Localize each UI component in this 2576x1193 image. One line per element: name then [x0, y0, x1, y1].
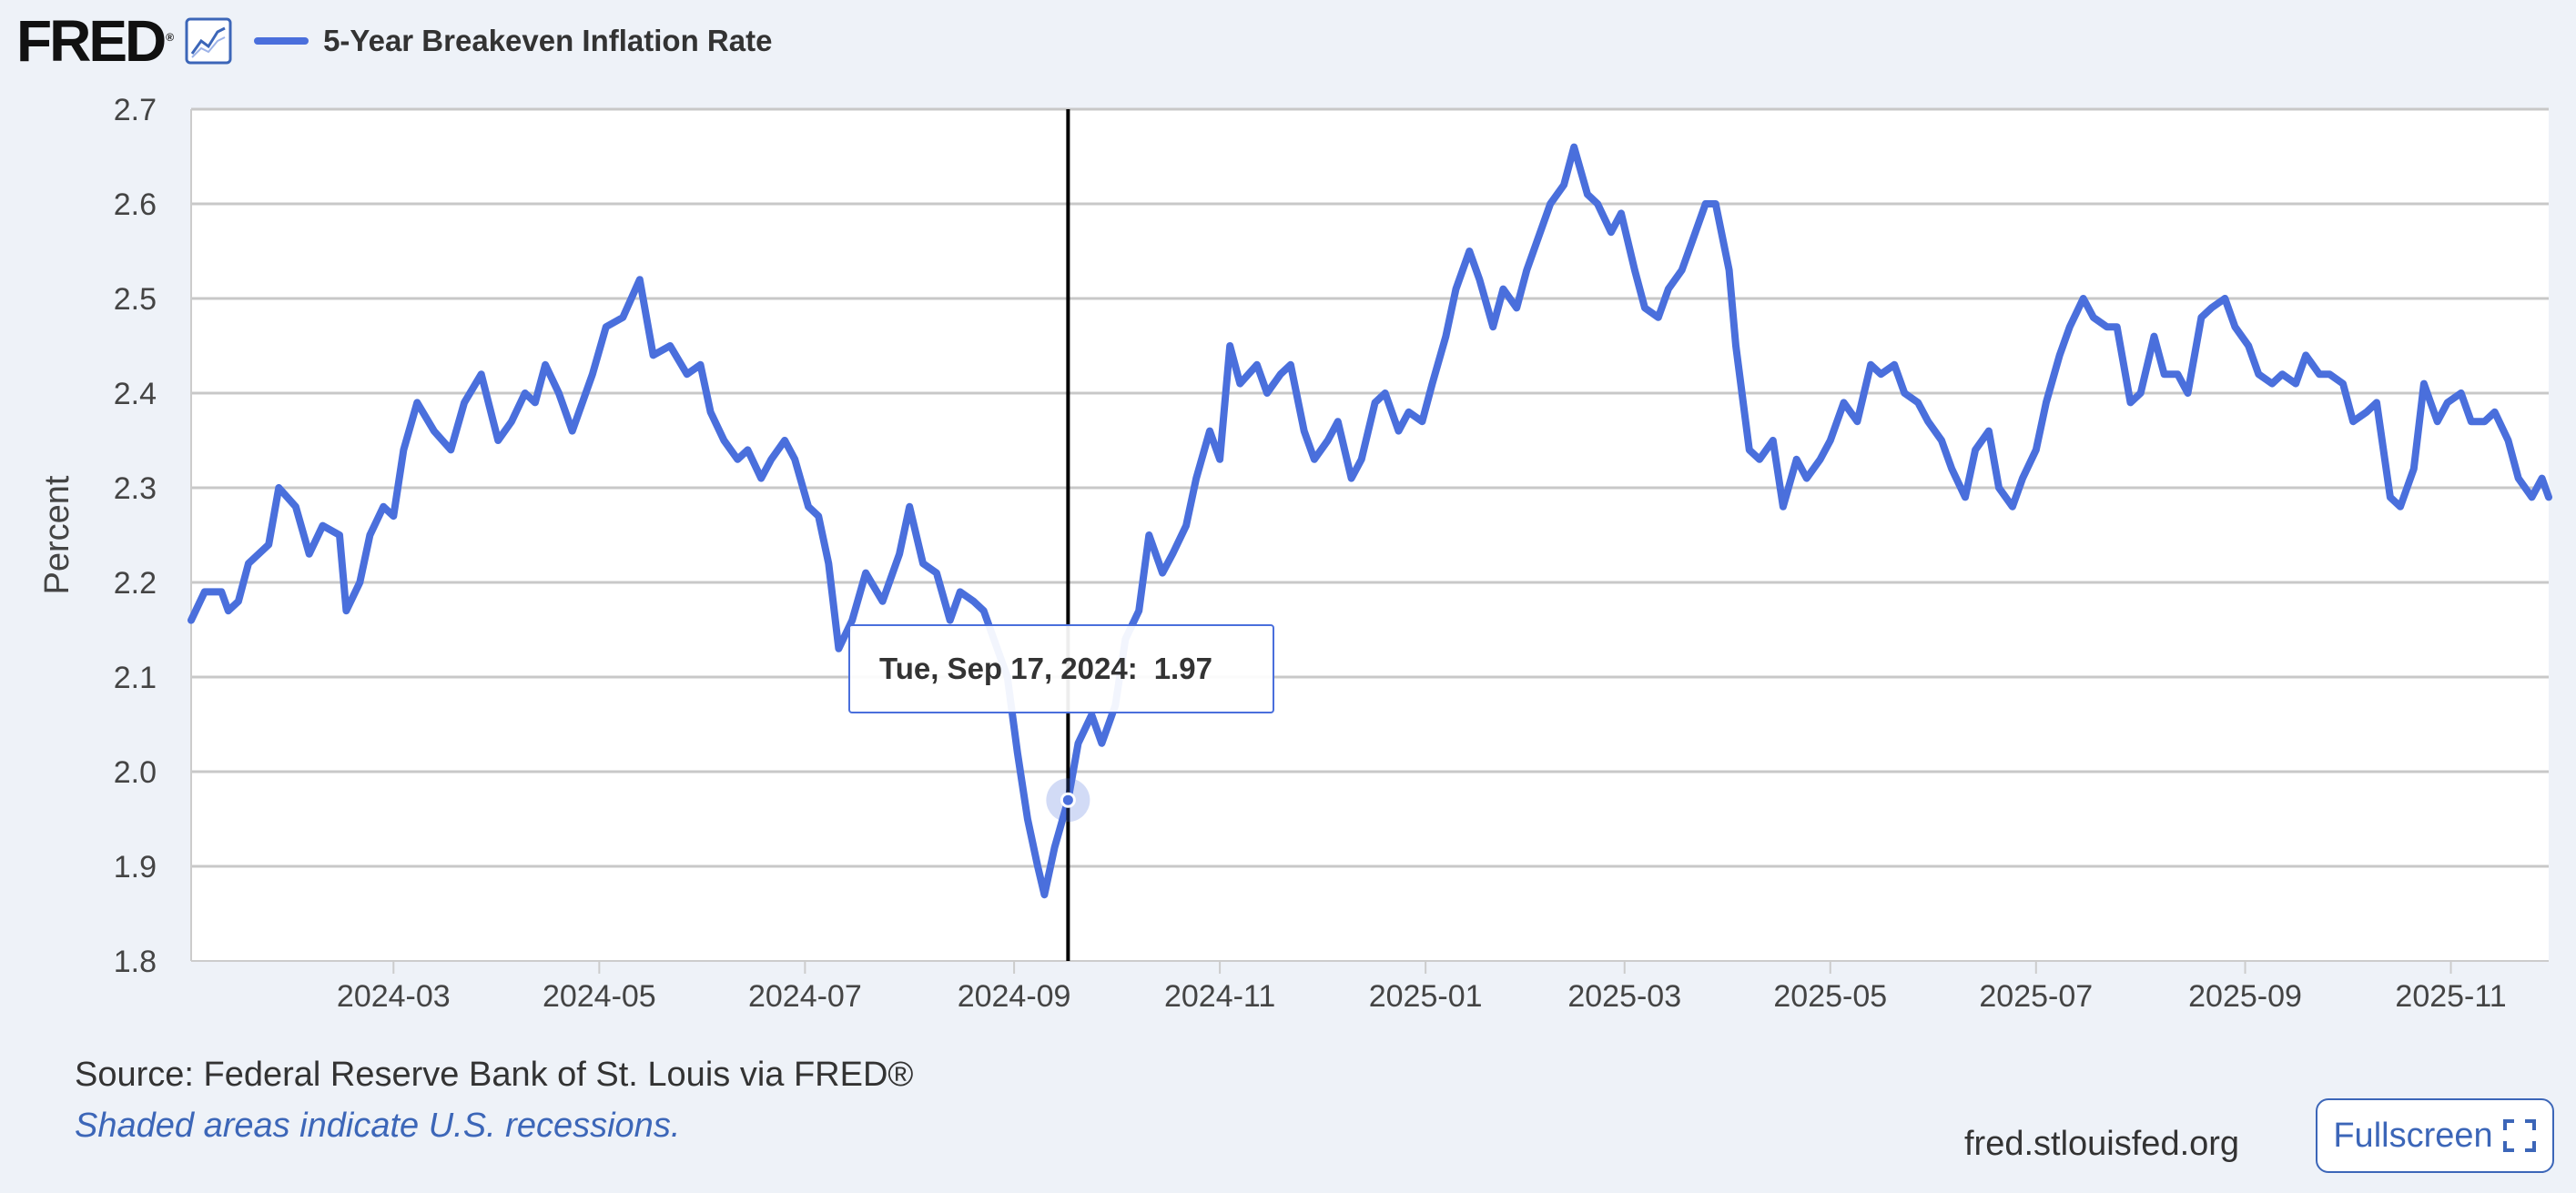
tooltip-value: 1.97 [1153, 652, 1212, 685]
fred-logo-text: FRED [16, 8, 167, 74]
x-tick-label: 2025-09 [2188, 979, 2302, 1014]
x-tick-label: 2024-03 [337, 979, 451, 1014]
y-tick-label: 2.1 [114, 661, 157, 695]
legend-swatch [254, 37, 309, 45]
y-tick-label: 1.9 [114, 850, 157, 885]
x-tick-label: 2025-11 [2395, 979, 2506, 1014]
legend-series-label[interactable]: 5-Year Breakeven Inflation Rate [323, 24, 773, 57]
y-tick-label: 2.3 [114, 471, 157, 506]
expand-icon [2502, 1119, 2536, 1152]
x-tick-label: 2024-11 [1164, 979, 1275, 1014]
grid-lines [191, 107, 2549, 868]
fullscreen-label: Fullscreen [2333, 1116, 2493, 1155]
x-tick-label: 2025-03 [1567, 979, 1681, 1014]
x-tick-label: 2024-09 [958, 979, 1071, 1014]
fred-logo[interactable]: FRED ® [16, 12, 174, 70]
source-note: Source: Federal Reserve Bank of St. Loui… [75, 1056, 914, 1094]
chart-header: FRED ® 5-Year Breakeven Inflation Rate [16, 12, 773, 70]
data-tooltip: Tue, Sep 17, 2024: 1.97 [848, 624, 1274, 713]
line-chart: 1.81.92.02.12.22.32.42.52.62.7 2024-03 20… [38, 93, 2552, 1014]
y-tick-label: 2.5 [114, 282, 157, 317]
y-axis-ticks: 1.8 1.9 2.0 2.1 2.2 2.3 2.4 2.5 2.6 2.7 [114, 93, 157, 979]
recession-note: Shaded areas indicate U.S. recessions. [75, 1107, 681, 1145]
x-tick-label: 2024-05 [543, 979, 656, 1014]
y-tick-label: 2.2 [114, 566, 157, 601]
y-tick-label: 2.7 [114, 93, 157, 127]
line-graph-icon[interactable] [185, 17, 232, 65]
hover-point[interactable] [1060, 792, 1076, 808]
series-line[interactable] [188, 143, 2552, 899]
fullscreen-button[interactable]: Fullscreen [2316, 1098, 2554, 1173]
x-tick-label: 2025-07 [1979, 979, 2093, 1014]
y-tick-label: 2.4 [114, 377, 157, 411]
series-lines [188, 143, 2552, 899]
y-tick-label: 2.6 [114, 187, 157, 222]
site-url[interactable]: fred.stlouisfed.org [1964, 1125, 2240, 1163]
y-tick-label: 1.8 [114, 945, 157, 979]
x-tick-label: 2025-01 [1369, 979, 1483, 1014]
x-tick-label: 2025-05 [1773, 979, 1887, 1014]
tooltip-date: Tue, Sep 17, 2024: [879, 652, 1138, 685]
y-tick-label: 2.0 [114, 755, 157, 790]
fred-logo-mark: ® [166, 30, 175, 44]
plot-background [191, 109, 2549, 961]
x-axis-ticks: 2024-03 2024-05 2024-07 2024-09 2024-11 2025-… [337, 961, 2507, 1014]
y-axis-label: Percent [38, 475, 76, 594]
x-tick-label: 2024-07 [748, 979, 862, 1014]
